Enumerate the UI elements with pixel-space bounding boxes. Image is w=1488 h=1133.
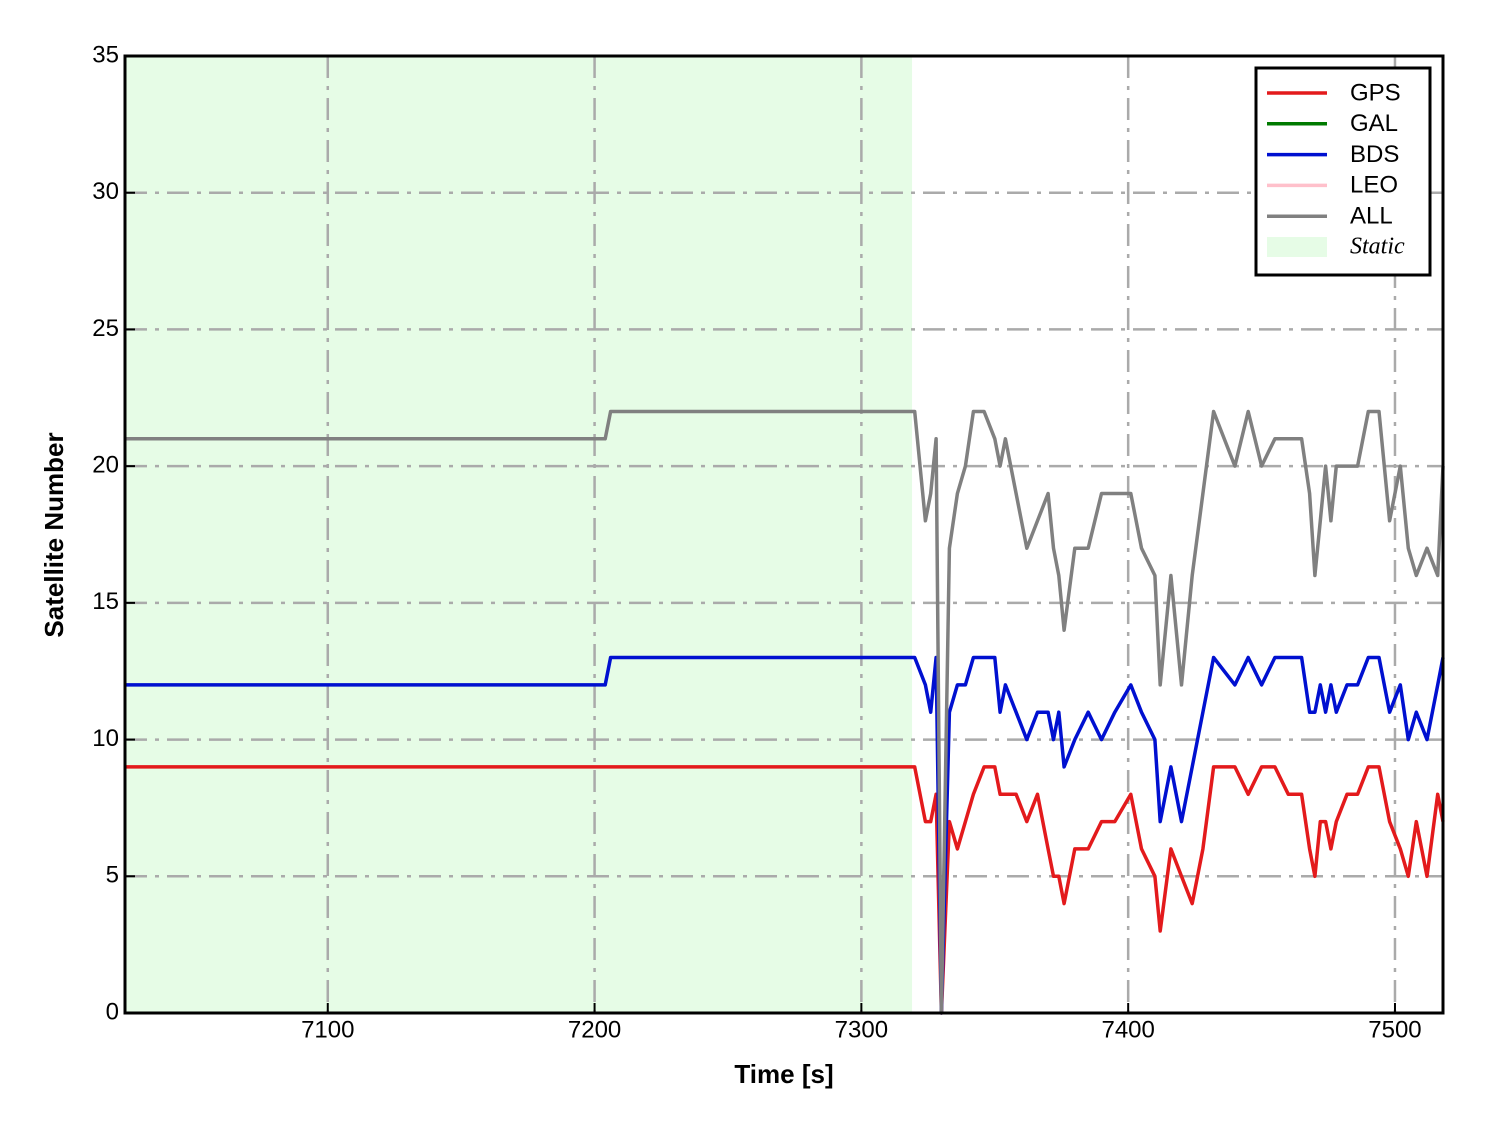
legend-label: GPS bbox=[1350, 79, 1401, 106]
plot-frame bbox=[123, 54, 1445, 1015]
x-tick-label: 7200 bbox=[568, 1016, 621, 1043]
legend-label: LEO bbox=[1350, 172, 1398, 199]
y-tick-label: 15 bbox=[92, 588, 119, 615]
legend-label: Static bbox=[1350, 234, 1405, 260]
y-axis-label: Satellite Number bbox=[39, 432, 69, 637]
legend-swatch bbox=[1267, 237, 1327, 257]
x-axis-label: Time [s] bbox=[734, 1059, 833, 1089]
static-region bbox=[125, 56, 913, 1013]
y-tick-label: 20 bbox=[92, 451, 119, 478]
legend-label: GAL bbox=[1350, 110, 1398, 137]
y-tick-label: 0 bbox=[106, 998, 119, 1025]
y-tick-label: 35 bbox=[92, 41, 119, 68]
series-line bbox=[125, 655, 1445, 1015]
series-line bbox=[125, 409, 1445, 1015]
x-tick-label: 7300 bbox=[835, 1016, 888, 1043]
y-tick-label: 10 bbox=[92, 725, 119, 752]
x-tick-label: 7500 bbox=[1368, 1016, 1421, 1043]
y-tick-label: 25 bbox=[92, 315, 119, 342]
series-line bbox=[125, 765, 1445, 1015]
y-tick-label: 5 bbox=[106, 862, 119, 889]
legend-label: BDS bbox=[1350, 141, 1399, 168]
x-tick-label: 7400 bbox=[1101, 1016, 1154, 1043]
legend-label: ALL bbox=[1350, 203, 1393, 230]
x-tick-label: 7100 bbox=[301, 1016, 354, 1043]
y-tick-label: 30 bbox=[92, 178, 119, 205]
